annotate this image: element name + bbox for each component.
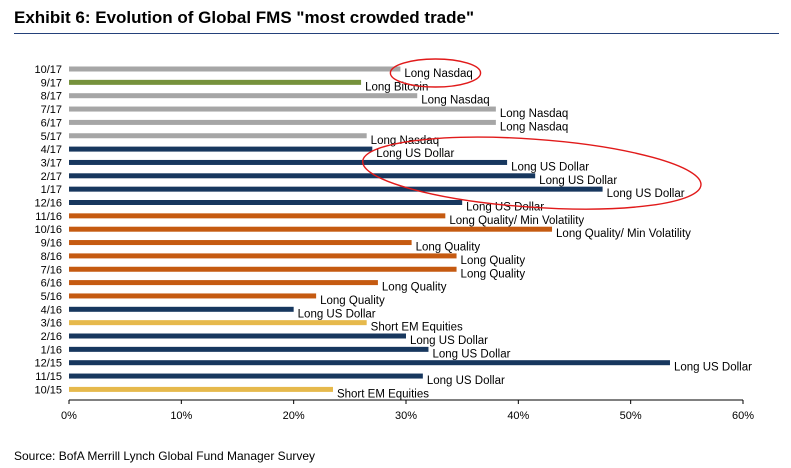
x-tick-label: 20% [283,410,305,422]
bar-12-15 [69,360,670,366]
category-label: 9/16 [41,238,62,250]
bar-value-label: Long Quality [461,268,526,280]
bar-7-17 [69,106,496,112]
bar-3-16 [69,320,367,326]
bar-10-17 [69,66,401,72]
bar-6-17 [69,119,496,125]
bar-value-label: Long US Dollar [298,308,376,320]
bar-value-label: Long US Dollar [539,175,617,187]
bar-5-17 [69,133,367,139]
bar-value-label: Long US Dollar [427,375,505,387]
bar-value-label: Long Bitcoin [365,81,428,93]
category-label: 5/17 [41,131,62,143]
category-label: 6/16 [41,278,62,290]
bar-8-16 [69,253,457,259]
annotation-layer [361,58,702,210]
bar-10-16 [69,226,553,232]
bar-1-17 [69,186,603,192]
bar-value-label: Long Nasdaq [371,135,439,147]
bar-value-label: Short EM Equities [337,388,429,400]
category-label: 8/17 [41,91,62,103]
bar-value-label: Long US Dollar [607,188,685,200]
bar-value-label: Long US Dollar [511,161,589,173]
bar-value-label: Long Quality [320,295,385,307]
bar-9-16 [69,240,412,246]
bar-11-16 [69,213,446,219]
category-label: 7/16 [41,264,62,276]
category-labels-layer: 10/179/178/177/176/175/174/173/172/171/1… [34,64,62,396]
bar-value-label: Long US Dollar [674,362,752,374]
bar-2-16 [69,333,406,339]
x-tick-label: 60% [732,410,754,422]
bar-4-16 [69,306,294,312]
x-tick-label: 0% [61,410,77,422]
bar-value-label: Long Nasdaq [500,108,568,120]
x-tick-label: 10% [170,410,192,422]
source-note: Source: BofA Merrill Lynch Global Fund M… [14,449,316,463]
category-label: 12/16 [34,198,62,210]
bar-value-label: Long Quality [416,242,481,254]
category-label: 1/16 [41,344,62,356]
highlight-ellipse [389,58,482,88]
bar-11-15 [69,373,423,379]
bar-value-label: Long US Dollar [410,335,488,347]
bar-5-16 [69,293,317,299]
bar-9-17 [69,79,362,85]
bar-value-label: Long Nasdaq [404,68,472,80]
category-label: 12/15 [34,358,62,370]
category-label: 7/17 [41,104,62,116]
x-tick-label: 40% [507,410,529,422]
category-label: 2/17 [41,171,62,183]
bar-1-16 [69,346,429,352]
highlight-ellipse [361,136,702,210]
bar-8-17 [69,93,418,99]
bar-7-16 [69,266,457,272]
bar-4-17 [69,146,373,152]
bar-2-17 [69,173,536,179]
category-label: 4/16 [41,304,62,316]
category-label: 6/17 [41,117,62,129]
bar-value-label: Short EM Equities [371,322,463,334]
bar-value-label: Long Quality [382,282,447,294]
bar-3-17 [69,159,508,165]
bar-6-16 [69,280,378,286]
category-label: 11/16 [35,211,62,223]
bar-value-label: Long US Dollar [376,148,454,160]
bar-value-label: Long US Dollar [466,202,544,214]
bar-value-label: Long Quality [461,255,526,267]
bar-12-16 [69,200,463,205]
bar-value-label: Long Nasdaq [421,95,489,107]
category-label: 4/17 [41,144,62,156]
bar-value-label: Long Nasdaq [500,121,568,133]
category-label: 5/16 [41,291,62,303]
category-label: 10/16 [34,224,62,236]
title-underline [14,33,779,34]
bar-value-label: Long Quality/ Min Volatility [449,215,584,227]
x-tick-label: 50% [620,410,642,422]
category-label: 8/16 [41,251,62,263]
category-label: 9/17 [41,77,62,89]
category-label: 3/16 [41,318,62,330]
category-label: 1/17 [41,184,62,196]
bar-10-15 [69,386,333,392]
category-label: 10/15 [34,384,62,396]
category-label: 2/16 [41,331,62,343]
category-label: 10/17 [34,64,62,76]
x-tick-label: 30% [395,410,417,422]
category-label: 11/15 [35,371,62,383]
category-label: 3/17 [41,157,62,169]
bars-layer [69,66,670,392]
bar-value-label: Long Quality/ Min Volatility [556,228,691,240]
bar-value-label: Long US Dollar [432,348,510,360]
x-axis-layer: 0% 10% 20% 30% 40% 50% 60% [61,399,754,422]
chart-title: Exhibit 6: Evolution of Global FMS "most… [14,8,475,27]
